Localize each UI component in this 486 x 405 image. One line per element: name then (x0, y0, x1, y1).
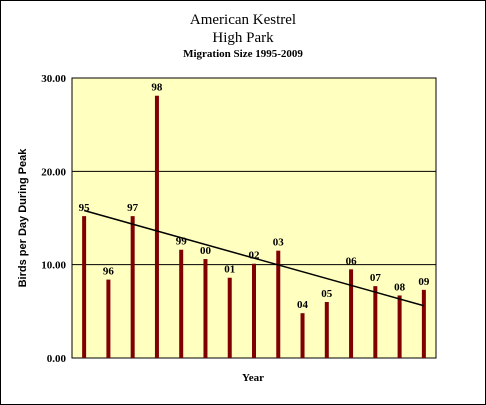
data-label-00: 00 (200, 245, 212, 257)
bars (82, 95, 426, 358)
x-axis-title: Year (242, 372, 264, 384)
bar-01 (227, 277, 232, 358)
data-label-02: 02 (249, 250, 261, 262)
bar-06 (349, 269, 354, 358)
data-label-05: 05 (321, 288, 333, 300)
y-axis-title: Birds per Day During Peak (17, 148, 29, 288)
y-tick-labels: 0.00 10.00 20.00 30.00 (41, 73, 66, 365)
data-label-09: 09 (418, 276, 430, 288)
y-tick-label: 0.00 (47, 353, 67, 365)
data-labels: 95 96 97 98 99 00 01 02 03 04 05 06 07 08 09 (79, 82, 430, 311)
bar-04 (300, 313, 305, 358)
bar-09 (421, 289, 426, 358)
bar-96 (106, 279, 111, 358)
chart-subtitle: Migration Size 1995-2009 (183, 48, 303, 60)
data-label-08: 08 (394, 281, 406, 293)
data-label-07: 07 (370, 272, 382, 284)
data-label-03: 03 (273, 237, 285, 249)
trendline (83, 209, 425, 307)
bar-05 (324, 302, 329, 358)
bar-07 (373, 286, 378, 358)
bar-97 (130, 216, 135, 358)
bar-03 (276, 250, 281, 358)
data-label-98: 98 (151, 82, 163, 94)
data-label-01: 01 (224, 264, 235, 276)
data-label-95: 95 (79, 202, 91, 214)
data-label-06: 06 (346, 255, 358, 267)
chart-title: American Kestrel (190, 12, 296, 28)
bar-98 (154, 95, 159, 358)
data-label-99: 99 (176, 236, 188, 248)
y-tick-label: 20.00 (41, 166, 66, 178)
bar-00 (203, 259, 208, 358)
data-label-96: 96 (103, 266, 115, 278)
chart-title-line2: High Park (212, 30, 274, 46)
bar-08 (397, 295, 402, 358)
data-label-04: 04 (297, 299, 309, 311)
bar-02 (252, 263, 256, 358)
bar-99 (179, 249, 184, 358)
y-tick-label: 30.00 (41, 73, 66, 85)
y-tick-label: 10.00 (41, 260, 66, 272)
data-label-97: 97 (127, 202, 139, 214)
bar-95 (82, 216, 87, 358)
